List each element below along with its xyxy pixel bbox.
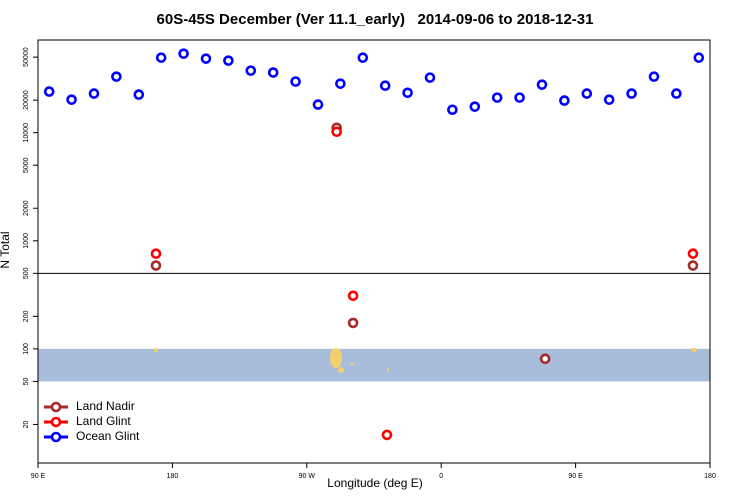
point <box>447 104 458 116</box>
point <box>687 260 699 271</box>
point <box>693 52 705 63</box>
land-shape <box>330 348 342 368</box>
legend-label: Land Nadir <box>76 399 135 413</box>
point <box>200 53 212 64</box>
point <box>335 78 346 89</box>
point <box>223 55 234 66</box>
x-tick-label: 180 <box>167 473 179 480</box>
land-shape <box>350 363 354 365</box>
point <box>347 290 359 302</box>
land-shapes <box>154 348 697 373</box>
point <box>66 94 77 105</box>
point <box>603 94 615 105</box>
band <box>38 348 710 382</box>
point <box>539 353 551 365</box>
x-tick-label: 0 <box>439 473 443 480</box>
point <box>671 88 682 99</box>
point <box>626 88 637 99</box>
point <box>581 88 593 99</box>
legend-marker <box>50 401 62 413</box>
point <box>687 248 699 259</box>
land-shape <box>691 348 697 352</box>
point <box>178 48 189 59</box>
y-axis-label: N Total <box>0 231 12 268</box>
y-tick-label: 200 <box>23 310 30 322</box>
plot-frame <box>37 39 711 464</box>
point <box>312 99 324 110</box>
point <box>133 89 145 100</box>
point <box>379 80 391 92</box>
y-tick-label: 20000 <box>23 90 30 110</box>
y-tick-label: 1000 <box>23 233 30 249</box>
point <box>559 95 570 106</box>
point <box>331 126 342 138</box>
land-shape <box>387 368 389 372</box>
point <box>290 76 301 87</box>
x-tick-label: 90 W <box>299 473 316 480</box>
point <box>402 87 413 99</box>
point <box>267 67 279 78</box>
point <box>150 248 162 259</box>
point <box>150 260 162 271</box>
y-tick-label: 2000 <box>23 200 30 216</box>
point <box>536 79 548 90</box>
point <box>88 88 100 99</box>
point <box>514 92 525 103</box>
x-tick-label: 90 E <box>31 473 46 480</box>
point <box>424 72 436 83</box>
y-tick-label: 500 <box>23 267 30 279</box>
legend-label: Ocean Glint <box>76 429 140 443</box>
x-tick-label: 180 <box>704 473 716 480</box>
legend-marker <box>50 431 62 443</box>
point <box>381 429 393 441</box>
y-tick-label: 50 <box>23 377 30 385</box>
point <box>43 86 55 97</box>
point <box>357 52 369 63</box>
y-tick-label: 50000 <box>23 47 30 67</box>
point <box>347 317 359 329</box>
y-tick-label: 20 <box>23 420 30 428</box>
legend-label: Land Glint <box>76 414 131 428</box>
x-tick-label: 90 E <box>568 473 583 480</box>
band-layer <box>38 348 710 382</box>
y-tick-label: 5000 <box>23 157 30 173</box>
point <box>245 65 257 76</box>
point <box>155 52 167 63</box>
chart-title: 60S-45S December (Ver 11.1_early) 2014-0… <box>157 11 594 28</box>
y-tick-label: 10000 <box>23 123 30 143</box>
point <box>111 71 122 82</box>
x-axis-label: Longitude (deg E) <box>327 476 422 490</box>
point <box>469 101 481 112</box>
point <box>648 71 660 82</box>
y-tick-label: 100 <box>23 343 30 355</box>
legend-marker <box>50 416 62 428</box>
land-shape <box>338 367 344 373</box>
land-shape <box>154 348 158 352</box>
point <box>491 92 503 103</box>
